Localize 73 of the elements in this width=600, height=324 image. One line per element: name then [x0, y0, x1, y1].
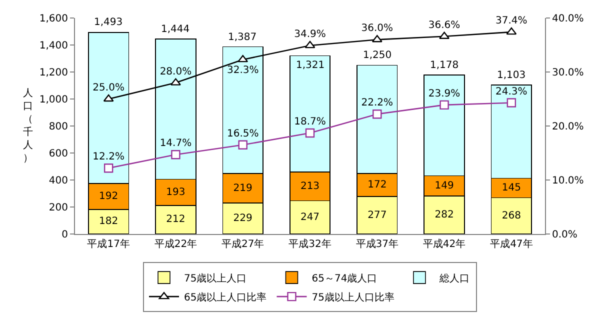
data-label: 28.0%: [160, 66, 192, 78]
total-label: 1,444: [161, 24, 190, 35]
data-label: 32.3%: [226, 65, 259, 76]
data-label: 16.5%: [226, 128, 259, 140]
point: [440, 100, 449, 110]
data-label: 22.2%: [361, 98, 394, 109]
point: [304, 40, 316, 48]
data-label: 18.7%: [294, 116, 326, 128]
point: [506, 27, 517, 35]
data-label: 23.9%: [428, 88, 460, 100]
y-tick-label: 400: [48, 176, 68, 186]
point: [171, 150, 180, 160]
point: [238, 140, 248, 150]
data-label: 24.3%: [496, 86, 528, 98]
data-label: 213: [300, 180, 320, 192]
legend-label: 65～74歳人口: [312, 272, 378, 284]
x-tick-label: 平成47年: [490, 238, 533, 250]
data-label: 212: [166, 214, 186, 226]
y-tick-label: 0: [62, 230, 68, 240]
data-label: 193: [166, 186, 186, 198]
data-label: 229: [233, 213, 252, 224]
x-tick-label: 平成42年: [422, 238, 466, 250]
total-label: 1,387: [228, 32, 257, 43]
data-label: 172: [368, 180, 387, 190]
data-label: 36.0%: [361, 23, 394, 34]
legend-label: 75歳以上人口比率: [312, 291, 394, 304]
data-label: 36.6%: [428, 20, 460, 31]
data-label: 277: [368, 210, 387, 221]
x-tick-label: 平成17年: [87, 238, 130, 250]
point: [506, 98, 516, 108]
x-tick-label: 平成27年: [221, 238, 264, 250]
legend-label: 65歳以上人口比率: [184, 291, 267, 304]
total-label: 1,250: [363, 50, 392, 61]
data-label: 145: [502, 182, 521, 194]
point: [372, 110, 382, 119]
data-label: 182: [99, 216, 118, 228]
data-label: 247: [300, 212, 320, 223]
data-label: 219: [233, 182, 252, 194]
y-tick-label: 1,000: [39, 94, 68, 106]
data-label: 12.2%: [92, 152, 124, 163]
data-label: 192: [99, 190, 118, 202]
data-label: 268: [502, 210, 521, 222]
x-tick-label: 平成22年: [154, 238, 198, 250]
point: [103, 94, 114, 102]
total-label: 1,178: [430, 60, 459, 71]
y-tick-label: 800: [48, 122, 68, 132]
point: [238, 54, 248, 62]
y2-tick-label: 30.0%: [552, 68, 584, 78]
y-axis-title: 人口（千人）: [23, 88, 33, 164]
data-label: 149: [434, 180, 454, 192]
legend-label: 75歳以上人口: [184, 272, 247, 284]
total-label: 1,103: [497, 70, 526, 81]
data-label: 34.9%: [294, 29, 326, 40]
y-tick-label: 600: [48, 148, 68, 160]
data-label: 37.4%: [496, 16, 528, 27]
data-label: 25.0%: [92, 82, 124, 94]
point: [104, 164, 114, 173]
y2-tick-label: 20.0%: [552, 122, 584, 132]
x-tick-label: 平成32年: [288, 238, 332, 250]
legend-label: 総人口: [438, 272, 470, 284]
data-label: 14.7%: [160, 138, 192, 150]
y2-tick-label: 40.0%: [552, 14, 584, 24]
y-tick-label: 200: [48, 202, 68, 214]
data-label: 282: [434, 209, 454, 220]
point: [305, 128, 315, 138]
y2-tick-label: 10.0%: [552, 176, 584, 186]
y-tick-label: 1,200: [39, 68, 68, 78]
x-tick-label: 平成37年: [356, 238, 399, 250]
total-label: 1,321: [296, 60, 325, 71]
total-label: 1,493: [94, 17, 123, 28]
y-tick-label: 1,400: [39, 40, 68, 52]
y2-tick-label: 0.0%: [552, 230, 578, 240]
y-tick-label: 1,600: [39, 14, 68, 24]
